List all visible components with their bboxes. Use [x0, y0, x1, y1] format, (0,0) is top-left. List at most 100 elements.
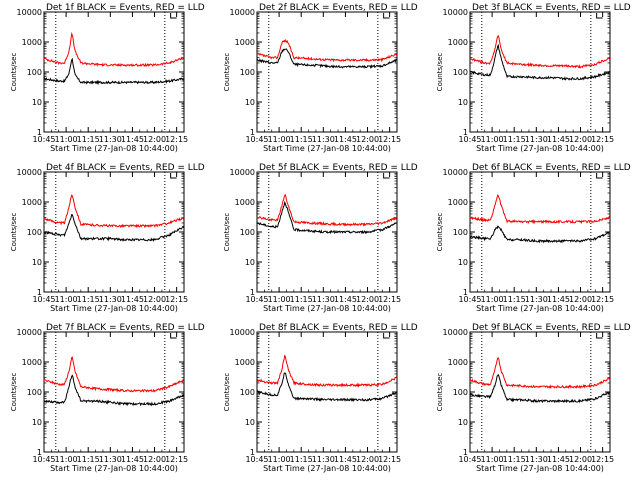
chart-panel-3: Det 3f BLACK = Events, RED = LLD 1 10 100 10… [436, 3, 631, 153]
x-tick-label: 11:00 [55, 295, 78, 304]
chart-panel-2: Det 2f BLACK = Events, RED = LLD 1 10 100 10… [223, 3, 418, 153]
y-tick-label: 100 [453, 68, 468, 77]
x-tick-label: 11:45 [121, 455, 144, 464]
y-tick-label: 10000 [443, 328, 468, 337]
x-tick-label: 11:15 [503, 455, 526, 464]
x-axis-label: Start Time (27-Jan-08 10:44:00) [50, 144, 178, 153]
x-tick-label: 11:00 [481, 135, 504, 144]
series-line-events [43, 57, 184, 86]
y-tick-label: 1 [250, 448, 255, 457]
x-tick-label: 11:45 [547, 135, 570, 144]
x-tick-label: 11:00 [268, 455, 291, 464]
y-tick-label: 100 [453, 228, 468, 237]
y-axis-label: Counts/sec [223, 373, 231, 412]
y-axis-label: Counts/sec [436, 53, 444, 92]
x-tick-label: 12:15 [591, 455, 614, 464]
panel-title: Det 4f BLACK = Events, RED = LLD [46, 163, 205, 173]
x-tick-label: 11:30 [525, 135, 548, 144]
y-tick-label: 10 [32, 258, 42, 267]
series-line-lld [43, 31, 185, 67]
y-tick-label: 1000 [448, 38, 468, 47]
x-tick-label: 11:45 [121, 135, 144, 144]
bracket-glyph [596, 333, 603, 339]
y-tick-label: 100 [453, 388, 468, 397]
x-tick-label: 11:00 [481, 295, 504, 304]
x-tick-label: 11:45 [334, 455, 357, 464]
series-line-lld [256, 354, 398, 388]
panel-title: Det 2f BLACK = Events, RED = LLD [259, 3, 418, 13]
y-tick-label: 1000 [448, 198, 468, 207]
panel-title: Det 9f BLACK = Events, RED = LLD [472, 323, 631, 333]
series-line-events [44, 214, 185, 243]
x-tick-label: 12:00 [143, 455, 166, 464]
bracket-glyph [596, 173, 603, 179]
y-tick-label: 1 [463, 448, 468, 457]
y-tick-label: 1000 [448, 358, 468, 367]
x-tick-label: 12:15 [591, 295, 614, 304]
plot-frame [469, 331, 611, 453]
plot-frame [43, 11, 185, 133]
x-tick-label: 10:45 [245, 135, 268, 144]
y-tick-label: 10 [245, 418, 255, 427]
x-tick-label: 11:15 [290, 135, 313, 144]
x-tick-label: 11:30 [312, 135, 335, 144]
x-tick-label: 11:30 [99, 455, 122, 464]
series-line-lld [43, 356, 184, 393]
x-axis-label: Start Time (27-Jan-08 10:44:00) [476, 464, 604, 473]
x-tick-label: 10:45 [245, 295, 268, 304]
x-tick-label: 10:45 [458, 455, 481, 464]
series-line-events [469, 225, 611, 244]
x-tick-label: 11:30 [99, 135, 122, 144]
x-tick-label: 12:00 [569, 295, 592, 304]
chart-panel-6: Det 6f BLACK = Events, RED = LLD 1 10 100 10… [436, 163, 631, 313]
panel-title: Det 6f BLACK = Events, RED = LLD [472, 163, 631, 173]
x-tick-label: 11:00 [55, 135, 78, 144]
x-tick-label: 10:45 [32, 455, 55, 464]
y-tick-label: 100 [240, 388, 255, 397]
plot-frame [43, 331, 185, 453]
y-tick-label: 1000 [22, 198, 42, 207]
x-tick-label: 12:15 [165, 455, 188, 464]
x-tick-label: 11:00 [481, 455, 504, 464]
x-tick-label: 11:30 [312, 295, 335, 304]
x-tick-label: 10:45 [32, 295, 55, 304]
panel-title: Det 5f BLACK = Events, RED = LLD [259, 163, 418, 173]
x-axis-label: Start Time (27-Jan-08 10:44:00) [50, 304, 178, 313]
series-line-lld [469, 357, 611, 390]
series-line-events [256, 372, 397, 403]
x-axis-label: Start Time (27-Jan-08 10:44:00) [476, 144, 604, 153]
series-line-events [469, 373, 611, 404]
y-axis-label: Counts/sec [223, 213, 231, 252]
x-tick-label: 12:15 [378, 135, 401, 144]
chart-panel-7: Det 7f BLACK = Events, RED = LLD 1 10 100 10… [10, 323, 205, 473]
y-tick-label: 1000 [235, 198, 255, 207]
x-tick-label: 11:15 [503, 295, 526, 304]
bracket-glyph [383, 173, 390, 179]
y-tick-label: 1 [463, 288, 468, 297]
series-line-events [43, 374, 185, 407]
y-tick-label: 1000 [22, 38, 42, 47]
chart-panel-1: Det 1f BLACK = Events, RED = LLD 1 10 100 10… [10, 3, 205, 153]
series-line-events [256, 200, 397, 235]
y-tick-label: 10 [32, 98, 42, 107]
y-tick-label: 1000 [235, 38, 255, 47]
x-tick-label: 11:30 [312, 455, 335, 464]
series-line-lld [256, 194, 398, 227]
y-tick-label: 1 [37, 128, 42, 137]
plot-frame [43, 171, 185, 293]
y-axis-label: Counts/sec [223, 53, 231, 92]
bracket-glyph [170, 173, 177, 179]
y-tick-label: 1000 [22, 358, 42, 367]
x-tick-label: 11:15 [77, 455, 100, 464]
y-tick-label: 10000 [230, 168, 255, 177]
series-line-events [469, 43, 610, 81]
x-tick-label: 11:15 [503, 135, 526, 144]
x-tick-label: 12:00 [569, 135, 592, 144]
x-tick-label: 12:00 [356, 135, 379, 144]
x-tick-label: 12:15 [591, 135, 614, 144]
x-tick-label: 12:15 [165, 295, 188, 304]
y-tick-label: 1 [250, 128, 255, 137]
y-tick-label: 100 [27, 388, 42, 397]
y-tick-label: 10 [245, 98, 255, 107]
